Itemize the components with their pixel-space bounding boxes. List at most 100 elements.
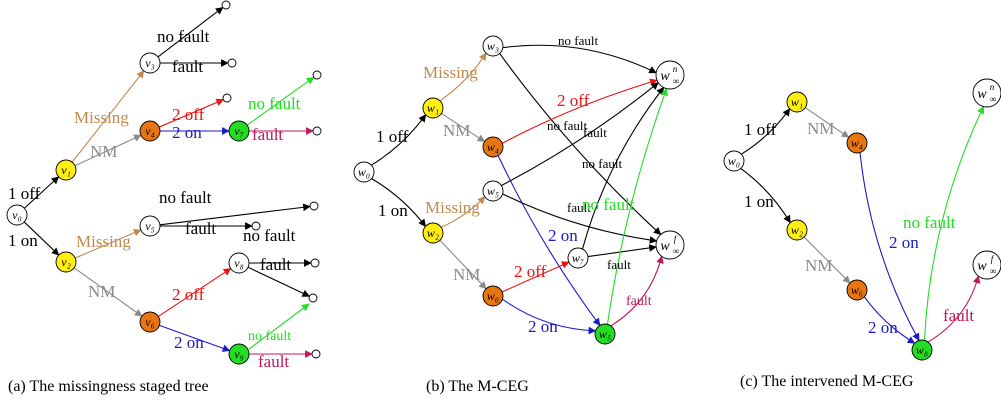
node-label-w5: w₅: [487, 184, 499, 198]
edge-w6-w5: [502, 298, 597, 335]
node-winf_n: w n ∞: [655, 60, 685, 90]
label-b-2off-w6: 2 off: [514, 262, 547, 281]
terminal-node: [312, 126, 322, 136]
terminal-node: [312, 70, 322, 80]
label-a-nm-1: NM: [90, 142, 117, 161]
label-a-nofault-v7: no fault: [248, 94, 301, 113]
node-cinf_f: w f ∞: [972, 250, 1001, 280]
node-w1: w₁: [422, 97, 444, 119]
node-label-c6: w₆: [851, 283, 863, 297]
node-label-sup: f: [991, 254, 995, 264]
edge-w3-winf-f: [499, 53, 662, 236]
node-w6: w₆: [482, 285, 504, 307]
label-a-fault-v7: fault: [252, 125, 283, 144]
terminal-node: [309, 201, 319, 211]
node-w5: w₅: [482, 180, 504, 202]
edge-v6-2off: [158, 268, 232, 317]
label-b-missing-2: Missing: [425, 198, 480, 217]
label-c-nofault: no fault: [903, 213, 956, 232]
node-label-c8: w₈: [916, 343, 928, 357]
node-label-w7: w₇: [572, 251, 584, 265]
node-v5: v₅: [139, 215, 161, 237]
label-b-missing-1: Missing: [423, 63, 478, 82]
node-v7: v₇: [228, 120, 250, 142]
edge-v0-v1: [23, 176, 60, 209]
edge-c-w4-w8: [859, 152, 920, 342]
node-label-v6: v₆: [145, 315, 155, 329]
node-label-c0: w₀: [728, 154, 740, 168]
edge-v2-v5: [74, 229, 142, 259]
node-label-w1: w₁: [427, 101, 439, 115]
label-a-nofault-v3: no fault: [157, 27, 210, 46]
node-c1: w₁: [786, 91, 808, 113]
edge-w2-w6: [439, 239, 487, 290]
edge-v8-nofault: [247, 266, 311, 297]
node-c8: w₈: [911, 339, 933, 361]
label-a-2on-v4: 2 on: [172, 123, 202, 142]
edge-labels-layer: 1 off 1 on Missing NM Missing NM no fault fault…: [8, 27, 974, 371]
edge-c-w8-winf-f: [927, 275, 981, 343]
node-v3: v₃: [139, 52, 161, 74]
label-c-1off: 1 off: [744, 120, 777, 139]
node-v6: v₆: [139, 311, 161, 333]
node-v0: v₀: [6, 204, 28, 226]
node-label-base: w: [660, 239, 670, 254]
node-v4: v₄: [139, 120, 161, 142]
node-label-v1: v₁: [61, 163, 71, 177]
label-c-nm-2: NM: [805, 256, 832, 275]
label-a-2on-v6: 2 on: [174, 333, 204, 352]
label-a-fault-v9: fault: [258, 352, 289, 371]
node-w0: w₀: [353, 161, 375, 183]
edge-c-w0-w1: [741, 108, 791, 155]
node-cinf_n: w n ∞: [972, 78, 1001, 108]
node-label-c2: w₂: [791, 223, 803, 237]
edge-w5-winf-f: [502, 193, 658, 244]
label-a-nofault-v9: no fault: [248, 329, 291, 344]
node-v9: v₉: [228, 343, 250, 365]
edge-w4-w5: [497, 155, 601, 327]
node-c4: w₄: [846, 132, 868, 154]
edge-v1-v3: [71, 70, 145, 163]
edge-c-w2-w6: [803, 236, 851, 284]
node-label-v7: v₇: [234, 124, 244, 138]
label-b-1on: 1 on: [378, 201, 408, 220]
terminal-node: [308, 293, 318, 303]
edge-w4-winf-n: [502, 78, 658, 144]
terminal-node: [251, 221, 261, 231]
node-label-base: w: [977, 259, 987, 274]
node-v2: v₂: [55, 251, 77, 273]
node-label-sub: ∞: [673, 246, 679, 256]
edge-v1-v4: [74, 134, 142, 167]
label-a-nm-2: NM: [88, 282, 115, 301]
label-b-fault-w7: fault: [583, 125, 607, 140]
edge-w5-winf-f-fault: [610, 255, 664, 327]
label-b-2on-w4: 2 on: [548, 226, 578, 245]
edge-v2-v6: [73, 267, 143, 317]
label-a-missing-2: Missing: [76, 232, 131, 251]
node-label-sup: n: [990, 82, 995, 92]
edge-w6-w7: [501, 261, 570, 293]
label-c-nm-1: NM: [807, 119, 834, 138]
node-label-v9: v₉: [234, 347, 244, 361]
node-label-v5: v₅: [145, 219, 155, 233]
label-b-nofault-w7: no fault: [582, 156, 622, 171]
terminal-node: [227, 58, 237, 68]
node-label-w3: w₃: [487, 39, 499, 53]
node-w4: w₄: [482, 136, 504, 158]
node-w7: w₇: [567, 247, 589, 269]
node-label-v0: v₀: [12, 208, 22, 222]
node-v1: v₁: [55, 159, 77, 181]
label-a-1on: 1 on: [8, 231, 38, 250]
node-label-w8b: w₅: [599, 327, 611, 341]
edge-v3-nofault: [157, 6, 224, 58]
edge-v4-2off: [158, 98, 225, 128]
edge-w7-winf-f: [587, 244, 657, 258]
edge-c-w8-winf-n: [923, 105, 985, 341]
node-label-v3: v₃: [145, 56, 155, 70]
edges-layer: [23, 6, 985, 358]
node-label-v4: v₄: [145, 124, 155, 138]
edge-w1-w3: [439, 52, 487, 102]
edge-v9-nofault: [248, 303, 310, 350]
node-label-v2: v₂: [61, 255, 71, 269]
caption-a: (a) The missingness staged tree: [8, 378, 209, 395]
